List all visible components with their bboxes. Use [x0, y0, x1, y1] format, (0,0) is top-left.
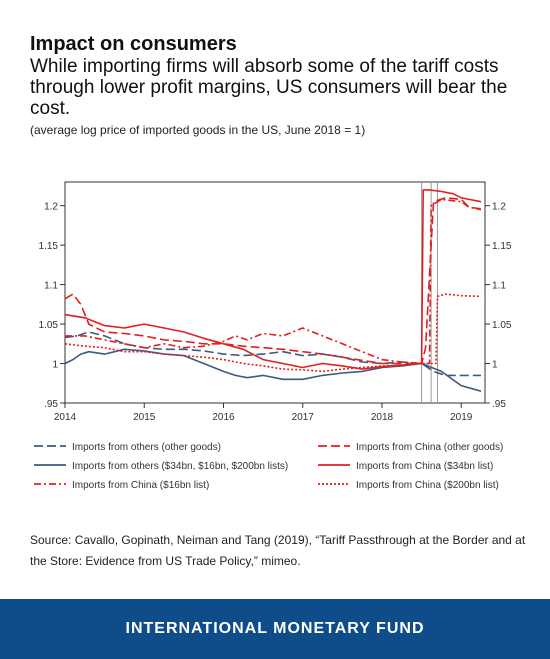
plot-frame: [64, 181, 486, 404]
legend-label: Imports from others (other goods): [72, 442, 221, 453]
chart-header: Impact on consumers While importing firm…: [30, 33, 530, 138]
y-tick-label-right: 1.1: [492, 281, 506, 292]
y-tick-label-left: 1.15: [39, 241, 59, 252]
series-line: [65, 198, 482, 365]
source-note: Source: Cavallo, Gopinath, Neiman and Ta…: [30, 533, 526, 568]
legend-label: Imports from China ($34bn list): [356, 461, 493, 472]
x-tick-label: 2015: [133, 412, 156, 423]
chart-subtitle: While importing firms will absorb some o…: [30, 56, 508, 119]
chart-title: Impact on consumers: [30, 33, 237, 55]
y-tick-label-right: 1: [492, 360, 498, 371]
footer-banner: INTERNATIONAL MONETARY FUND: [0, 599, 550, 659]
x-tick-label: 2016: [212, 412, 235, 423]
y-tick-label-right: 1.2: [492, 202, 506, 213]
y-tick-label-left: 1.2: [44, 202, 58, 213]
series-line: [64, 189, 482, 370]
x-tick-label: 2018: [371, 412, 394, 423]
legend-label: Imports from China ($16bn list): [72, 480, 209, 491]
x-tick-label: 2017: [292, 412, 315, 423]
x-tick-label: 2019: [450, 412, 473, 423]
series-line: [64, 348, 482, 392]
y-tick-label-left: 1.05: [39, 320, 59, 331]
legend-label: Imports from China ($200bn list): [356, 480, 499, 491]
series-line: [64, 331, 481, 377]
chart-note: (average log price of imported goods in …: [30, 123, 366, 137]
series-line: [64, 293, 482, 373]
x-tick-label: 2014: [54, 412, 77, 423]
y-tick-label-right: .95: [492, 399, 506, 410]
y-tick-label-left: .95: [44, 399, 58, 410]
series-line: [64, 197, 482, 365]
legend-label: Imports from others ($34bn, $16bn, $200b…: [72, 461, 288, 472]
y-tick-label-right: 1.15: [492, 241, 512, 252]
legend-label: Imports from China (other goods): [356, 442, 503, 453]
line-chart: .95 .95 1 1 1.05 1.05 1.1 1.1 1.15 1.15 1.2 1.2 2014…: [34, 181, 512, 491]
y-tick-label-left: 1.1: [44, 281, 58, 292]
y-tick-label-left: 1: [52, 360, 58, 371]
y-tick-label-right: 1.05: [492, 320, 512, 331]
org-name: INTERNATIONAL MONETARY FUND: [125, 620, 425, 637]
